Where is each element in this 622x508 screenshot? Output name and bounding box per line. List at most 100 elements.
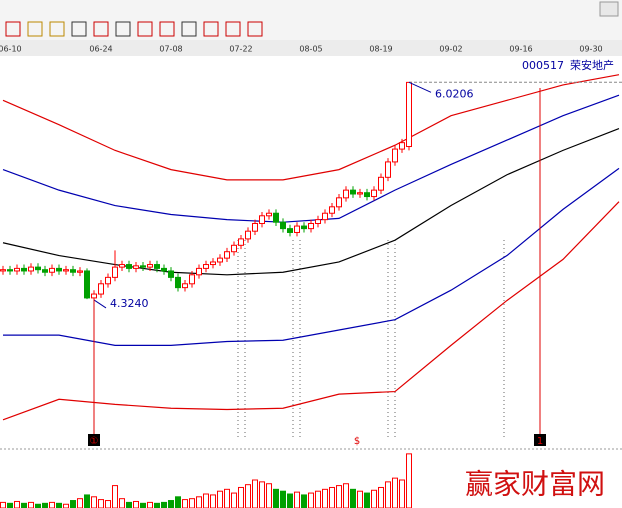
candle-body bbox=[154, 264, 160, 269]
candle-body bbox=[294, 225, 300, 233]
candle-body bbox=[21, 267, 27, 272]
volume-bar bbox=[336, 485, 342, 508]
candle-body bbox=[238, 238, 244, 246]
candle-body bbox=[126, 264, 132, 269]
candle-body bbox=[84, 270, 90, 299]
tool-icon[interactable] bbox=[71, 21, 87, 37]
volume-bar bbox=[98, 499, 104, 508]
candle-body bbox=[133, 265, 139, 269]
volume-bar bbox=[196, 496, 202, 508]
volume-bar bbox=[70, 500, 76, 508]
volume-bar bbox=[287, 493, 293, 508]
toolbar-icons bbox=[5, 1, 619, 37]
candle-body bbox=[7, 269, 13, 272]
candle-body bbox=[308, 222, 314, 230]
volume-bar bbox=[266, 483, 272, 508]
candle-body bbox=[63, 269, 69, 272]
volume-bar bbox=[231, 492, 237, 508]
candle-body bbox=[350, 189, 356, 195]
volume-bar bbox=[175, 496, 181, 508]
marker: 1 bbox=[537, 436, 543, 447]
candle-body bbox=[378, 176, 384, 191]
label-leader bbox=[408, 81, 432, 93]
marker: ① bbox=[90, 436, 99, 447]
volume-bar bbox=[119, 498, 125, 508]
x-tick-label: 06-10 bbox=[0, 45, 22, 54]
candle-body bbox=[77, 270, 83, 273]
candle-body bbox=[329, 206, 335, 214]
candle-body bbox=[119, 264, 125, 268]
tool-icon[interactable] bbox=[181, 21, 197, 37]
window-button[interactable] bbox=[599, 1, 619, 17]
marker: $ bbox=[354, 436, 360, 447]
volume-bar bbox=[343, 483, 349, 508]
volume-bar bbox=[189, 498, 195, 508]
toolbar bbox=[0, 0, 622, 40]
volume-bar bbox=[112, 485, 118, 508]
candle-body bbox=[273, 212, 279, 223]
tool-icon[interactable] bbox=[225, 21, 241, 37]
tool-icon[interactable] bbox=[115, 21, 131, 37]
tool-icon[interactable] bbox=[49, 21, 65, 37]
volume-bar bbox=[161, 501, 167, 508]
x-tick-label: 07-08 bbox=[159, 45, 182, 54]
candle-body bbox=[91, 293, 97, 299]
volume-bar bbox=[406, 453, 412, 508]
watermark: 赢家财富网 bbox=[465, 468, 605, 501]
candle-body bbox=[189, 274, 195, 285]
tool-icon[interactable] bbox=[247, 21, 263, 37]
volume-bar bbox=[126, 501, 132, 508]
volume-bar bbox=[329, 486, 335, 508]
candle-body bbox=[392, 148, 398, 163]
volume-bar bbox=[357, 490, 363, 508]
candle-body bbox=[182, 283, 188, 289]
tool-icon[interactable] bbox=[27, 21, 43, 37]
date-strip bbox=[0, 40, 622, 56]
candle-body bbox=[371, 189, 377, 198]
candle-body bbox=[56, 267, 62, 272]
tool-icon[interactable] bbox=[93, 21, 109, 37]
candle-body bbox=[210, 261, 216, 266]
volume-bar bbox=[399, 479, 405, 508]
candle-body bbox=[231, 244, 237, 253]
tool-icon[interactable] bbox=[137, 21, 153, 37]
volume-bar bbox=[7, 502, 13, 508]
x-tick-label: 08-05 bbox=[299, 45, 322, 54]
candle-body bbox=[70, 269, 76, 273]
volume-bar bbox=[217, 490, 223, 508]
volume-bar bbox=[392, 477, 398, 508]
x-tick-label: 09-16 bbox=[509, 45, 532, 54]
band-line bbox=[2, 201, 620, 421]
low-label: 4.3240 bbox=[110, 297, 149, 310]
volume-bar bbox=[280, 490, 286, 508]
candle-body bbox=[98, 283, 104, 295]
volume-bar bbox=[147, 501, 153, 508]
tool-icon[interactable] bbox=[203, 21, 219, 37]
tool-icon[interactable] bbox=[159, 21, 175, 37]
candle-body bbox=[28, 266, 34, 272]
candle-body bbox=[266, 212, 272, 217]
candle-body bbox=[280, 221, 286, 230]
candle-body bbox=[322, 212, 328, 221]
candle-body bbox=[175, 276, 181, 289]
volume-bar bbox=[238, 486, 244, 508]
tool-icon[interactable] bbox=[5, 21, 21, 37]
x-tick-label: 09-30 bbox=[579, 45, 602, 54]
volume-bar bbox=[56, 502, 62, 508]
x-tick-label: 07-22 bbox=[229, 45, 252, 54]
volume-bar bbox=[371, 489, 377, 508]
volume-bar bbox=[273, 488, 279, 508]
volume-bar bbox=[385, 481, 391, 508]
volume-bar bbox=[252, 479, 258, 508]
marker-box bbox=[534, 434, 546, 446]
x-tick-label: 08-19 bbox=[369, 45, 392, 54]
volume-bar bbox=[322, 488, 328, 508]
volume-bar bbox=[49, 501, 55, 508]
band-line bbox=[2, 94, 620, 223]
volume-bar bbox=[105, 500, 111, 508]
volume-bar bbox=[294, 491, 300, 508]
candle-body bbox=[35, 266, 41, 271]
candle-body bbox=[217, 257, 223, 263]
candle-body bbox=[14, 267, 20, 272]
